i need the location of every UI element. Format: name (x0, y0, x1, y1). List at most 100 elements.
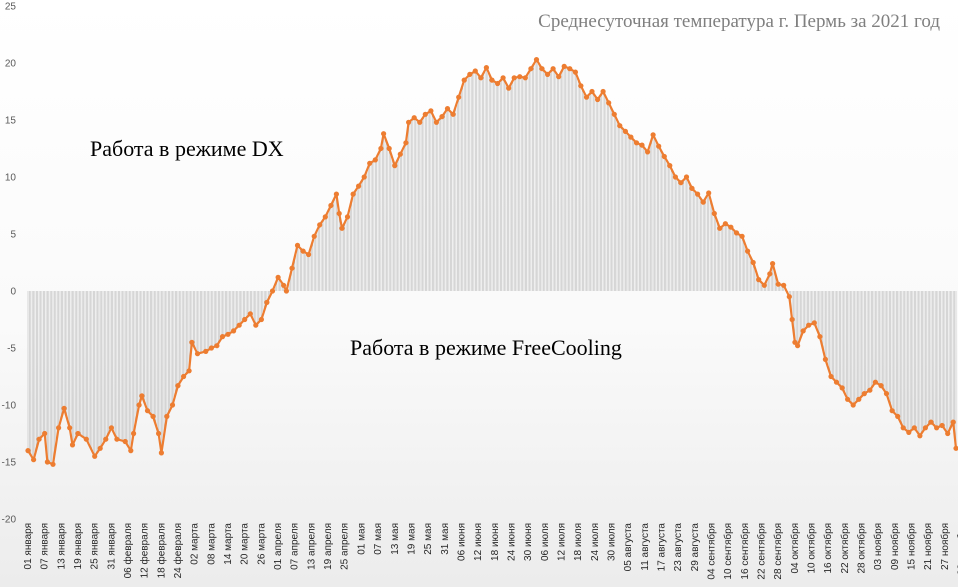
data-point (203, 348, 209, 354)
y-tick-label: -15 (2, 458, 17, 469)
data-point (372, 157, 378, 163)
data-point (42, 430, 48, 437)
x-axis: 01 января 07 января 13 января 19 января 25 я… (23, 523, 958, 580)
y-axis: -20 -15 -10 -5 0 5 10 15 20 25 (2, 2, 17, 526)
data-point (108, 425, 114, 431)
data-point (717, 225, 723, 231)
data-point (561, 63, 567, 69)
data-point (578, 83, 584, 89)
chart-title: Среднесуточная температура г. Пермь за 2… (538, 11, 940, 32)
data-point (483, 65, 489, 71)
y-tick-label: -10 (2, 401, 17, 412)
data-point (700, 199, 706, 205)
data-point (833, 379, 840, 385)
data-point (236, 322, 242, 328)
data-point (417, 119, 423, 125)
data-point (517, 74, 523, 80)
data-point (689, 185, 695, 191)
x-tick-label: 13 января (56, 523, 67, 569)
data-point (283, 288, 289, 294)
data-point (422, 111, 428, 117)
data-point (139, 393, 145, 399)
data-point (706, 190, 712, 196)
data-point (606, 100, 612, 106)
data-point (186, 368, 192, 374)
data-point (633, 140, 640, 146)
x-tick-label: 01 января (23, 523, 34, 569)
data-point (595, 96, 601, 103)
x-tick-label: 17 августа (657, 523, 668, 572)
data-point (258, 316, 264, 323)
data-point (219, 334, 226, 340)
x-tick-label: 19 мая (406, 523, 417, 555)
data-point (336, 210, 342, 217)
data-point (500, 75, 506, 81)
data-point (428, 108, 434, 114)
drop-lines (27, 59, 957, 465)
data-point (433, 119, 439, 125)
data-point (114, 436, 120, 442)
data-point (839, 385, 845, 391)
x-tick-label: 12 июля (557, 523, 568, 561)
data-point (378, 145, 384, 152)
x-tick-label: 28 октября (856, 523, 868, 574)
data-point (269, 288, 276, 294)
data-point (131, 430, 137, 437)
data-point (339, 225, 345, 231)
y-tick-label: 5 (10, 230, 16, 241)
data-point (322, 214, 328, 220)
data-point (103, 436, 109, 442)
x-tick-label: 28 сентября (772, 523, 784, 580)
x-tick-label: 22 сентября (756, 523, 768, 580)
x-tick-label: 09 ноября (889, 523, 901, 570)
data-point (811, 320, 817, 326)
data-point (522, 75, 528, 81)
x-tick-label: 12 февраля (139, 523, 151, 578)
data-point (411, 115, 417, 121)
x-tick-label: 22 октября (839, 523, 851, 574)
y-tick-label: 10 (5, 173, 17, 184)
data-point (231, 328, 237, 334)
data-point (572, 69, 579, 75)
data-point (656, 143, 662, 149)
data-point (617, 123, 623, 129)
data-point (397, 151, 403, 157)
data-point (97, 445, 103, 451)
data-point (845, 396, 851, 402)
data-point (950, 419, 956, 425)
data-point (867, 387, 873, 393)
data-point (92, 453, 98, 459)
annotation-dx: Работа в режиме DX (90, 136, 284, 161)
data-point (533, 57, 540, 63)
x-tick-label: 30 июня (523, 523, 534, 561)
data-point (628, 134, 634, 140)
data-point (83, 436, 89, 442)
data-point (392, 163, 398, 169)
data-point (878, 383, 884, 389)
data-point (264, 299, 270, 305)
x-tick-label: 06 февраля (122, 523, 134, 578)
data-point (786, 294, 792, 300)
data-point (25, 448, 31, 454)
data-point (361, 174, 367, 180)
x-tick-label: 03 декабря (956, 523, 958, 575)
data-point (472, 68, 478, 74)
data-point (439, 114, 445, 120)
x-tick-label: 01 мая (356, 523, 367, 555)
x-tick-label: 25 мая (423, 523, 434, 555)
data-point (225, 331, 231, 337)
x-tick-label: 14 марта (223, 523, 234, 565)
data-point (275, 274, 281, 280)
data-point (489, 77, 495, 83)
data-point (164, 413, 170, 419)
data-point (333, 191, 339, 197)
data-point (806, 322, 812, 328)
data-point (136, 402, 142, 408)
data-point (683, 174, 690, 180)
data-point (545, 71, 551, 77)
data-point (800, 328, 806, 334)
data-point (61, 405, 67, 411)
data-point (639, 142, 645, 148)
data-point (194, 351, 201, 357)
